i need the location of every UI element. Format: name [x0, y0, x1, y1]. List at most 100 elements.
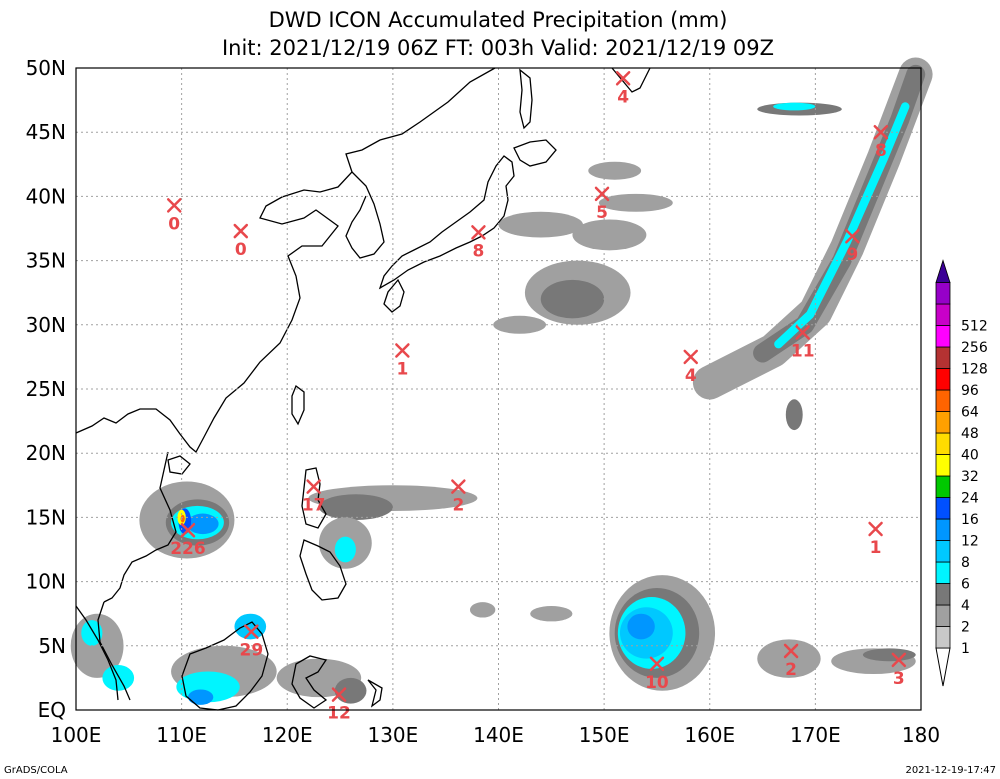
max-marker-value: 8: [473, 241, 485, 261]
max-marker-value: 11: [791, 342, 815, 362]
footer-timestamp: 2021-12-19-17:47: [905, 765, 996, 776]
lat-lon-grid: [76, 68, 921, 710]
max-marker-cross: [594, 186, 610, 202]
max-marker-value: 0: [168, 214, 180, 234]
coastline-halmahera: [367, 679, 383, 708]
max-marker-cross: [683, 349, 698, 365]
max-marker-cross: [868, 521, 883, 537]
colorbar-swatch: [935, 518, 951, 541]
coastline-borneo: [181, 621, 269, 711]
coastline-taiwan: [291, 384, 305, 426]
colorbar-label: 32: [961, 469, 979, 485]
max-marker: 226: [170, 522, 206, 559]
x-tick-label: 150E: [579, 723, 630, 747]
coastline-hainan: [167, 455, 191, 475]
max-marker-value: 1: [870, 538, 882, 558]
max-marker-cross: [891, 652, 907, 668]
max-marker-cross: [649, 656, 665, 672]
max-marker: 2: [783, 643, 799, 680]
colorbar-swatch: [935, 583, 951, 606]
colorbar-swatch: [935, 389, 951, 412]
max-marker-value: 3: [893, 669, 905, 689]
y-tick-label: 40N: [26, 184, 66, 208]
max-marker-value: 4: [617, 87, 629, 107]
coastline-visayas-mindanao: [299, 539, 347, 601]
x-tick-label: 100E: [51, 723, 102, 747]
precip-cell: [862, 648, 916, 662]
colorbar-swatch: [935, 540, 951, 563]
precip-cell: [186, 513, 219, 535]
colorbar-swatch: [935, 325, 951, 348]
max-marker-cross: [615, 71, 631, 86]
max-marker: 1: [868, 521, 883, 558]
precip-cell: [334, 677, 367, 704]
precip-cell: [493, 315, 547, 334]
colorbar-swatch: [935, 475, 951, 498]
colorbar-label: 4: [961, 598, 970, 614]
max-marker: 0: [166, 198, 182, 234]
max-marker-value: 4: [685, 366, 697, 386]
y-tick-label: 35N: [26, 249, 66, 273]
max-marker-cross: [471, 225, 486, 240]
max-marker: 11: [791, 325, 815, 362]
chart-title: DWD ICON Accumulated Precipitation (mm): [269, 8, 728, 32]
precip-cell: [187, 689, 214, 705]
colorbar-label: 1: [961, 641, 970, 657]
max-marker-cross: [306, 479, 321, 494]
coastline-malay-peninsula: [97, 601, 131, 701]
y-tick-label: 10N: [26, 570, 66, 594]
max-marker: 12: [327, 687, 351, 724]
max-marker-cross: [244, 624, 259, 639]
x-tick-label: 130E: [367, 723, 418, 747]
coastline-japan: [378, 155, 515, 290]
precip-cell: [334, 536, 356, 563]
colorbar-swatch: [935, 411, 951, 434]
colorbar-swatch: [935, 282, 951, 305]
coastline-layer: [75, 67, 651, 711]
precip-cell: [572, 219, 647, 251]
max-marker-value: 226: [170, 539, 206, 559]
max-marker: 4: [683, 349, 698, 386]
max-marker: 17: [302, 479, 325, 516]
precip-cell: [180, 514, 185, 523]
max-marker-value: 10: [645, 673, 669, 693]
colorbar-swatch: [935, 368, 951, 391]
colorbar-swatch: [935, 346, 951, 369]
coastline-hokkaido: [513, 139, 557, 167]
x-tick-label: 120E: [262, 723, 313, 747]
colorbar-swatch: [935, 561, 951, 584]
y-tick-label: 15N: [26, 505, 66, 529]
coastline-korea: [345, 171, 385, 259]
precip-cell: [627, 613, 655, 640]
y-tick-label: 20N: [26, 441, 66, 465]
precip-cell: [598, 193, 673, 212]
precip-cell: [318, 494, 393, 520]
max-marker: 5: [594, 186, 610, 223]
x-tick-label: 180: [902, 723, 940, 747]
colorbar-label: 24: [961, 491, 979, 507]
max-marker-cross: [783, 643, 799, 659]
y-tick-label: 5N: [38, 634, 66, 658]
max-marker: 8: [471, 225, 486, 261]
max-marker-value: 12: [327, 704, 351, 724]
coastline-sulawesi: [291, 655, 328, 709]
colorbar-top-arrow: [935, 259, 951, 283]
colorbar-label: 128: [961, 362, 988, 378]
precip-cell: [469, 602, 496, 618]
max-marker-value: 8: [875, 141, 887, 161]
colorbar-label: 96: [961, 383, 979, 399]
precip-cell: [530, 605, 573, 622]
precip-cell: [540, 279, 605, 319]
max-marker-cross: [180, 522, 196, 538]
precip-cell: [234, 613, 267, 640]
x-tick-label: 160E: [684, 723, 735, 747]
max-marker: 2: [451, 479, 466, 516]
max-marker-cross: [233, 223, 249, 239]
colorbar-swatch: [935, 432, 951, 455]
chart-subtitle: Init: 2021/12/19 06Z FT: 003h Valid: 202…: [222, 36, 774, 60]
max-marker-cross: [395, 343, 410, 358]
